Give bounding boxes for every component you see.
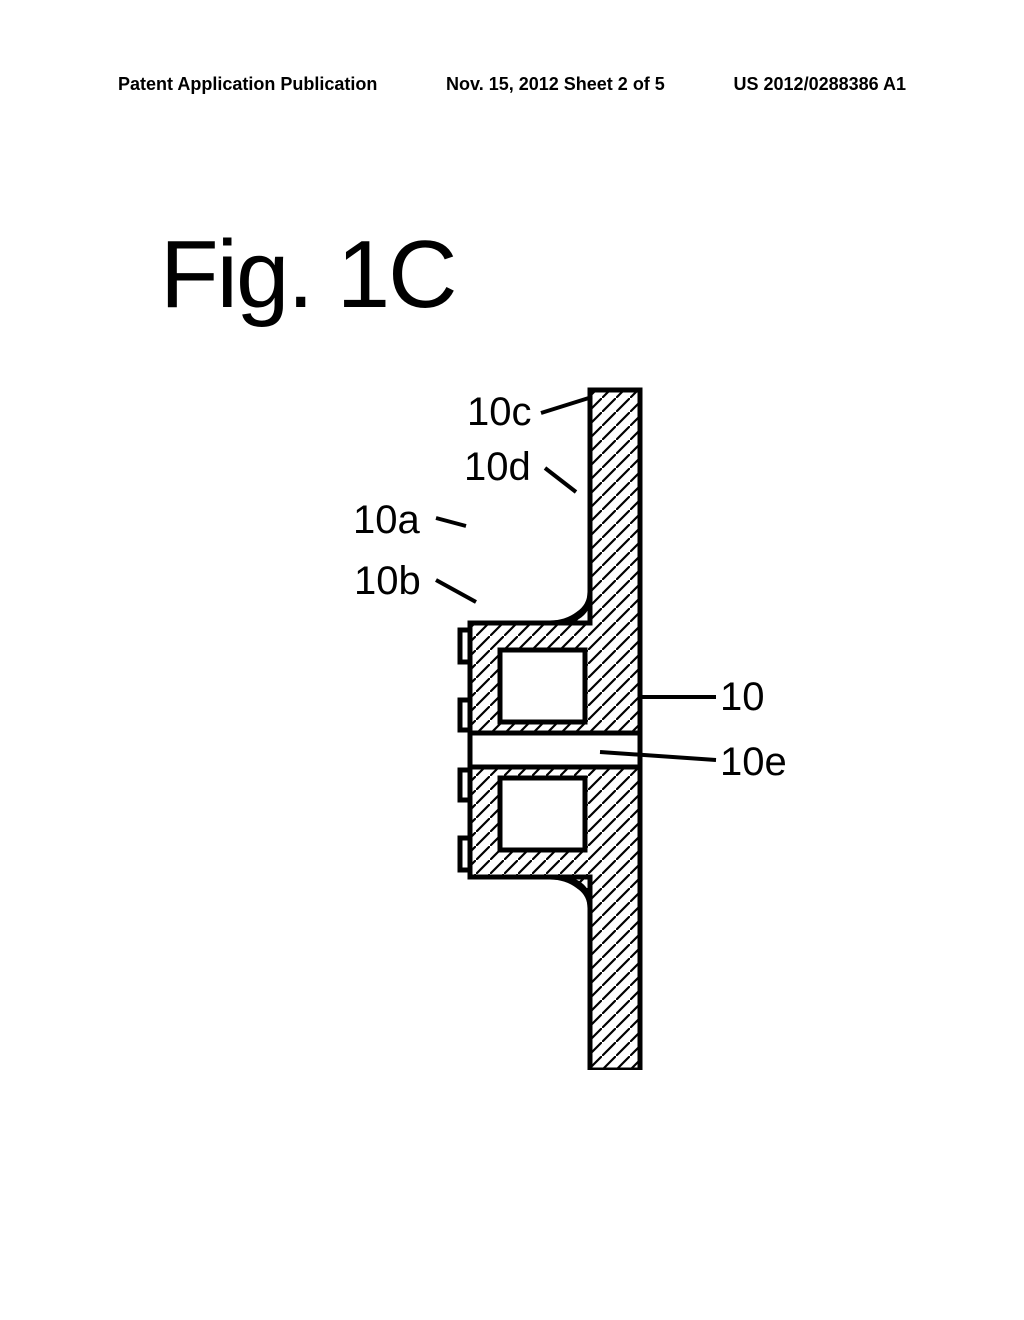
page-header: Patent Application Publication Nov. 15, … (0, 74, 1024, 95)
figure-title: Fig. 1C (160, 220, 455, 330)
ref-label-10c: 10c (467, 390, 532, 435)
ref-label-10e: 10e (720, 740, 787, 785)
section-body (460, 390, 640, 1070)
header-center: Nov. 15, 2012 Sheet 2 of 5 (446, 74, 665, 95)
ref-label-10d: 10d (464, 445, 531, 490)
ref-label-10a: 10a (353, 498, 420, 543)
header-right: US 2012/0288386 A1 (734, 74, 906, 95)
header-left: Patent Application Publication (118, 74, 377, 95)
ref-label-10: 10 (720, 675, 765, 720)
ref-label-10b: 10b (354, 559, 421, 604)
